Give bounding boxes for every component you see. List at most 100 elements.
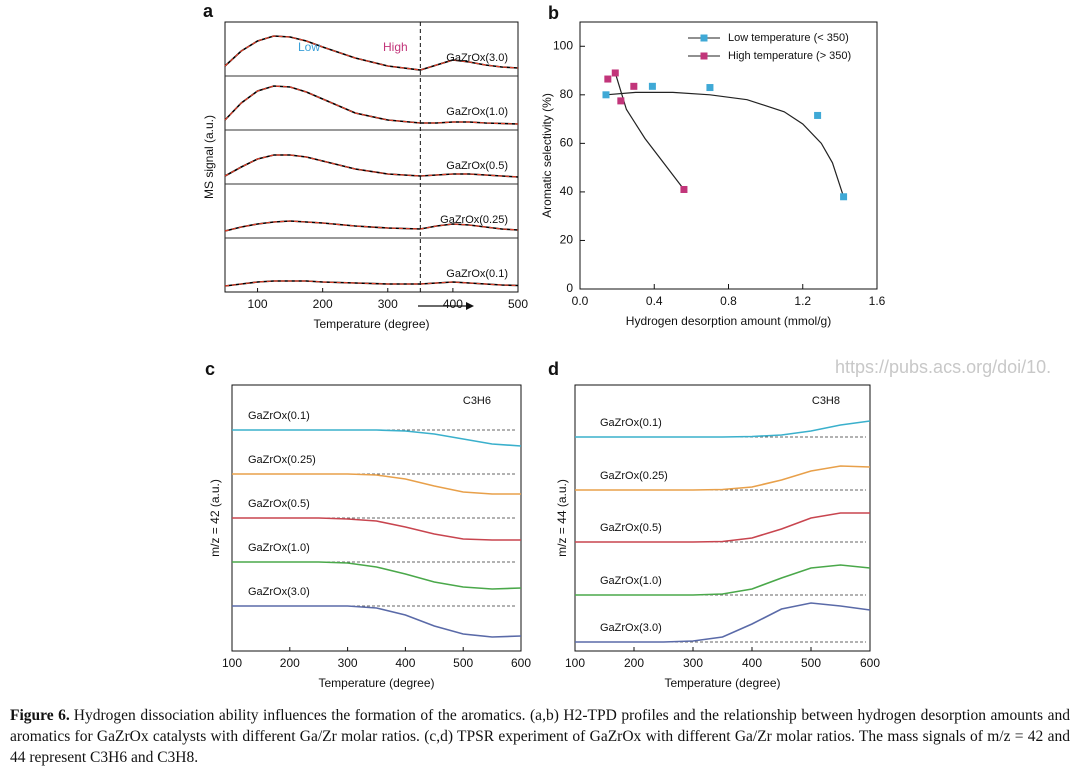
x-tick-label: 300 <box>683 656 703 670</box>
annotation: High <box>383 40 408 54</box>
series-label: GaZrOx(0.1) <box>248 410 310 422</box>
fit-line <box>224 280 519 287</box>
series-label: GaZrOx(0.5) <box>248 498 310 510</box>
series-label: GaZrOx(0.5) <box>446 160 508 172</box>
point <box>706 84 714 92</box>
profile-line <box>232 429 522 447</box>
y-axis-label: Aromatic selectivity (%) <box>540 93 554 218</box>
x-tick-label: 1.2 <box>794 294 811 308</box>
x-tick-label: 1.6 <box>869 294 886 308</box>
plot-frame <box>224 21 519 293</box>
plot-frame <box>579 21 878 290</box>
profile-line <box>575 564 871 596</box>
caption-label: Figure 6. <box>10 707 70 724</box>
x-tick-label: 0.4 <box>646 294 663 308</box>
series-label: GaZrOx(0.25) <box>440 214 508 226</box>
legend-marker <box>700 52 708 60</box>
y-tick-label: 80 <box>560 87 574 101</box>
fit-line <box>614 72 685 190</box>
y-tick-label: 60 <box>560 136 574 150</box>
series-label: GaZrOx(1.0) <box>248 542 310 554</box>
x-axis-label: Hydrogen desorption amount (mmol/g) <box>626 314 831 328</box>
x-tick-label: 100 <box>565 656 585 670</box>
series-label: GaZrOx(1.0) <box>446 106 508 118</box>
fit-line <box>224 154 519 178</box>
panel-label: d <box>548 359 559 379</box>
watermark: https://pubs.acs.org/doi/10. <box>835 357 1051 377</box>
series-label: GaZrOx(3.0) <box>600 622 662 634</box>
annotation: C3H6 <box>463 395 491 407</box>
point <box>840 193 848 201</box>
x-tick-label: 100 <box>248 297 268 311</box>
y-tick-label: 40 <box>560 184 574 198</box>
series-label: GaZrOx(0.1) <box>600 417 662 429</box>
x-tick-label: 400 <box>742 656 762 670</box>
series-label: GaZrOx(3.0) <box>446 52 508 64</box>
point <box>630 82 638 90</box>
x-axis-label: Temperature (degree) <box>313 317 429 331</box>
series-label: GaZrOx(1.0) <box>600 575 662 587</box>
x-tick-label: 0.0 <box>572 294 589 308</box>
point <box>814 111 822 119</box>
x-tick-label: 300 <box>338 656 358 670</box>
figure: https://pubs.acs.org/doi/10. GaZrOx(3.0)… <box>202 1 1051 690</box>
legend-marker <box>700 34 708 42</box>
x-tick-label: 500 <box>801 656 821 670</box>
fit-line <box>224 35 519 71</box>
y-axis-label: MS signal (a.u.) <box>202 115 216 199</box>
caption-text: Hydrogen dissociation ability influences… <box>10 707 1070 766</box>
series-label: GaZrOx(0.1) <box>446 268 508 280</box>
point <box>602 91 610 99</box>
profile-line <box>232 561 522 590</box>
legend-label: High temperature (> 350) <box>728 50 851 62</box>
profile-line <box>575 512 870 543</box>
y-axis-label: m/z = 42 (a.u.) <box>208 479 222 557</box>
annotation: Low <box>298 40 320 54</box>
series-label: GaZrOx(0.25) <box>600 470 668 482</box>
point <box>648 82 656 90</box>
y-tick-label: 0 <box>566 281 573 295</box>
x-tick-label: 500 <box>453 656 473 670</box>
x-tick-label: 300 <box>378 297 398 311</box>
x-axis-label: Temperature (degree) <box>318 676 434 690</box>
y-tick-label: 20 <box>560 233 574 247</box>
caption: Figure 6. Hydrogen dissociation ability i… <box>10 705 1070 768</box>
panel-label: a <box>203 1 214 21</box>
x-axis-label: Temperature (degree) <box>664 676 780 690</box>
plot-frame <box>574 384 871 652</box>
x-tick-label: 200 <box>313 297 333 311</box>
point <box>604 75 612 83</box>
x-tick-label: 600 <box>511 656 531 670</box>
x-tick-label: 400 <box>443 297 463 311</box>
series-label: GaZrOx(3.0) <box>248 586 310 598</box>
x-tick-label: 400 <box>395 656 415 670</box>
panel-label: c <box>205 359 215 379</box>
y-tick-label: 100 <box>553 38 573 52</box>
legend-label: Low temperature (< 350) <box>728 32 849 44</box>
y-axis-label: m/z = 44 (a.u.) <box>555 479 569 557</box>
profile-line <box>575 420 871 438</box>
point <box>617 97 625 105</box>
x-tick-label: 200 <box>280 656 300 670</box>
fit-line <box>605 91 845 197</box>
profile-line <box>232 605 522 638</box>
profile-line <box>575 465 871 491</box>
x-tick-label: 0.8 <box>720 294 737 308</box>
point <box>611 69 619 77</box>
fit-line <box>224 85 519 125</box>
x-tick-label: 100 <box>222 656 242 670</box>
x-tick-label: 200 <box>624 656 644 670</box>
panel-label: b <box>548 3 559 23</box>
profile-line <box>232 473 521 495</box>
x-tick-label: 600 <box>860 656 880 670</box>
profile-line <box>575 602 871 643</box>
series-label: GaZrOx(0.5) <box>600 522 662 534</box>
annotation: C3H8 <box>812 395 840 407</box>
fit-line <box>224 220 519 232</box>
x-tick-label: 500 <box>508 297 528 311</box>
profile-line <box>232 517 521 541</box>
point <box>680 185 688 193</box>
arrow-head <box>466 302 474 310</box>
series-label: GaZrOx(0.25) <box>248 454 316 466</box>
